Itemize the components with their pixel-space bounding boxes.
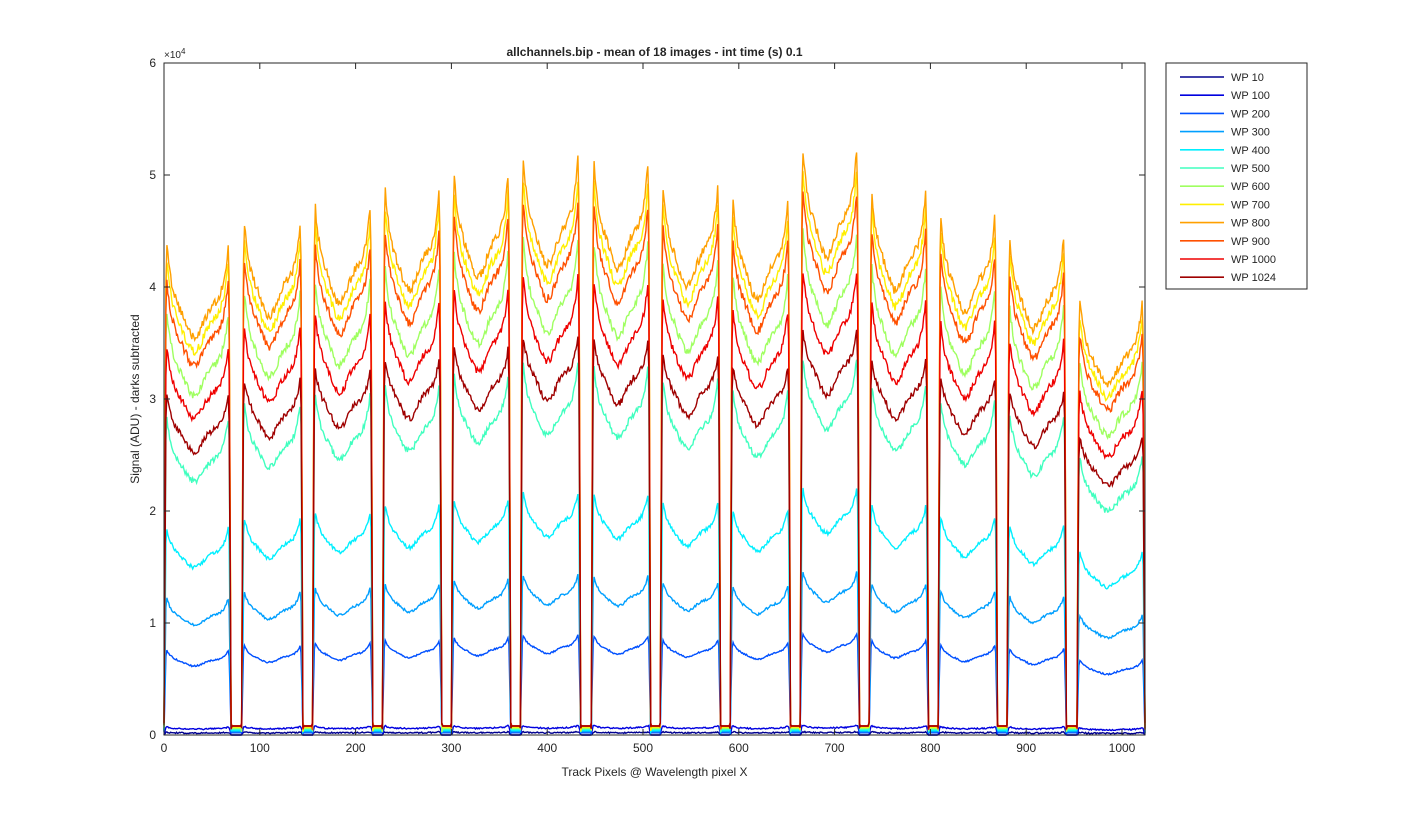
y-tick-label: 0 xyxy=(149,728,156,742)
y-tick-label: 4 xyxy=(149,280,156,294)
y-tick-label: 5 xyxy=(149,168,156,182)
series-line xyxy=(163,228,1146,733)
x-tick-label: 100 xyxy=(250,741,270,755)
series-line xyxy=(163,171,1146,732)
legend-label: WP 600 xyxy=(1231,181,1270,193)
y-tick-label: 6 xyxy=(149,56,156,70)
legend-box xyxy=(1165,62,1308,290)
x-tick-label: 800 xyxy=(920,741,940,755)
series-line xyxy=(163,631,1146,735)
legend-label: WP 100 xyxy=(1231,90,1270,102)
legend-label: WP 500 xyxy=(1231,163,1270,175)
y-tick-label: 2 xyxy=(149,504,156,518)
x-tick-label: 500 xyxy=(633,741,653,755)
legend-label: WP 800 xyxy=(1231,218,1270,230)
legend-label: WP 1024 xyxy=(1231,272,1276,284)
series-line xyxy=(163,359,1146,733)
x-tick-label: 300 xyxy=(441,741,461,755)
legend-label: WP 400 xyxy=(1231,145,1270,157)
y-axis-label: Signal (ADU) - darks subtracted xyxy=(128,314,142,483)
y-exponent-base: ×10 xyxy=(164,50,181,61)
series-line xyxy=(163,487,1146,735)
legend-label: WP 700 xyxy=(1231,199,1270,211)
y-exponent-power: 4 xyxy=(181,47,186,56)
x-tick-label: 600 xyxy=(729,741,749,755)
series-line xyxy=(163,571,1146,735)
chart-title: allchannels.bip - mean of 18 images - in… xyxy=(506,45,802,59)
y-exponent-label: ×104 xyxy=(164,47,186,61)
x-tick-label: 400 xyxy=(537,741,557,755)
legend-label: WP 200 xyxy=(1231,108,1270,120)
x-tick-label: 200 xyxy=(346,741,366,755)
y-tick-label: 3 xyxy=(149,392,156,406)
legend-label: WP 900 xyxy=(1231,236,1270,248)
legend: WP 10 WP 100 WP 200 WP 300 WP 400 WP 500 WP 60… xyxy=(1165,62,1308,290)
x-tick-label: 900 xyxy=(1016,741,1036,755)
y-axis: 0 1 2 3 4 5 6 xyxy=(149,56,1145,742)
x-axis-label: Track Pixels @ Wavelength pixel X xyxy=(561,765,747,779)
x-tick-label: 700 xyxy=(825,741,845,755)
legend-label: WP 10 xyxy=(1231,72,1264,84)
series-line xyxy=(163,329,1146,731)
legend-label: WP 300 xyxy=(1231,127,1270,139)
plot-area xyxy=(164,63,1145,735)
x-tick-label: 0 xyxy=(161,741,168,755)
x-axis: 0 100 200 300 400 500 600 700 800 900 1000 xyxy=(161,63,1136,755)
y-tick-label: 1 xyxy=(149,616,156,630)
legend-label: WP 1000 xyxy=(1231,254,1276,266)
x-tick-label: 1000 xyxy=(1109,741,1136,755)
